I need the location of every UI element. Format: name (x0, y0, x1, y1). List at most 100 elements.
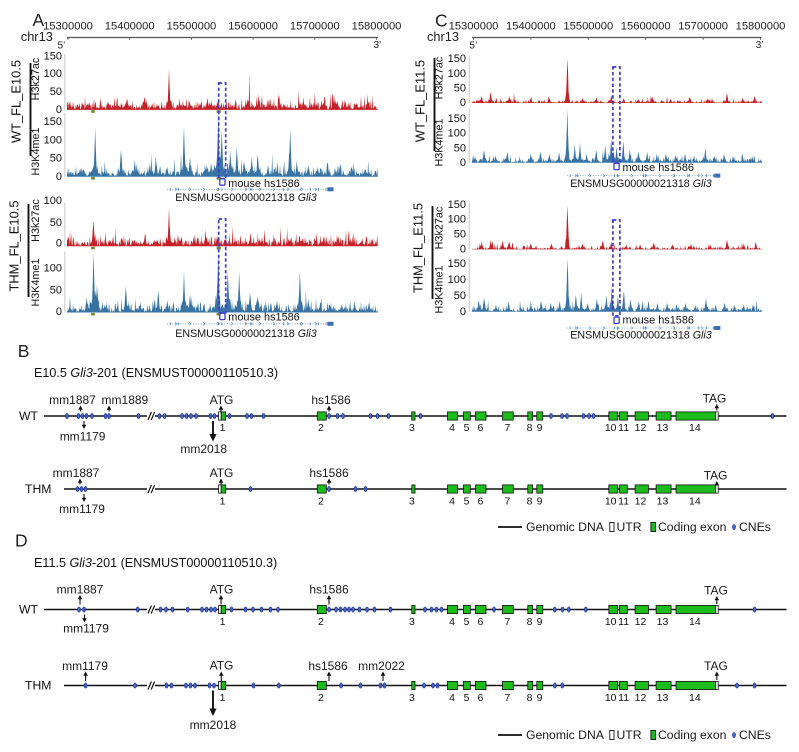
svg-text:150: 150 (44, 50, 62, 62)
svg-text:15300000: 15300000 (43, 21, 93, 33)
svg-text:8: 8 (527, 616, 533, 628)
svg-text:100: 100 (44, 195, 62, 207)
svg-text:3: 3 (409, 496, 415, 508)
svg-text:50: 50 (50, 153, 62, 165)
svg-text:ATG: ATG (210, 393, 234, 407)
svg-text:3: 3 (409, 616, 415, 628)
svg-text:H3K4me1: H3K4me1 (30, 258, 42, 306)
svg-text:14: 14 (689, 496, 701, 508)
svg-text:15800000: 15800000 (352, 21, 402, 33)
svg-text:WT: WT (19, 409, 39, 423)
svg-text:mouse hs1586: mouse hs1586 (623, 314, 694, 326)
svg-text:Coding exon: Coding exon (658, 728, 726, 742)
svg-text:mm1179: mm1179 (62, 659, 108, 673)
svg-text:150: 150 (448, 53, 466, 65)
svg-text:2: 2 (318, 692, 324, 704)
svg-text:15600000: 15600000 (228, 21, 278, 33)
svg-text:100: 100 (448, 274, 466, 286)
svg-text:7: 7 (504, 496, 510, 508)
svg-text:WT_FL_E10.5: WT_FL_E10.5 (9, 60, 24, 143)
svg-text:150: 150 (448, 199, 466, 211)
svg-text:8: 8 (527, 496, 533, 508)
svg-text:mm1887: mm1887 (49, 393, 96, 407)
svg-text:chr13: chr13 (427, 29, 459, 44)
svg-text:H3K4me1: H3K4me1 (30, 127, 42, 175)
svg-text:5: 5 (464, 496, 470, 508)
svg-text:ENSMUSG00000021318 Gli3: ENSMUSG00000021318 Gli3 (175, 328, 316, 340)
svg-text:H3K4me1: H3K4me1 (434, 265, 446, 313)
svg-text:0: 0 (460, 157, 466, 169)
svg-text:mm1179: mm1179 (59, 502, 105, 516)
svg-text:THM_FL_E11.5: THM_FL_E11.5 (411, 203, 426, 293)
svg-text:2: 2 (318, 616, 324, 628)
svg-text:hs1586: hs1586 (309, 583, 349, 597)
svg-text:100: 100 (448, 128, 466, 140)
svg-text:8: 8 (527, 422, 533, 434)
svg-text:ENSMUSG00000021318 Gli3: ENSMUSG00000021318 Gli3 (570, 329, 711, 341)
svg-text:E11.5 Gli3-201 (ENSMUST0000011: E11.5 Gli3-201 (ENSMUST00000110510.3) (34, 556, 277, 570)
svg-text:7: 7 (504, 616, 510, 628)
svg-text:13: 13 (657, 616, 669, 628)
svg-text:Genomic DNA: Genomic DNA (526, 520, 605, 534)
svg-text:100: 100 (44, 134, 62, 146)
svg-text:9: 9 (537, 422, 543, 434)
svg-text:9: 9 (537, 496, 543, 508)
svg-text:15300000: 15300000 (449, 21, 499, 33)
svg-text:Genomic DNA: Genomic DNA (526, 728, 605, 742)
svg-text:B: B (18, 341, 30, 361)
svg-text:5: 5 (464, 692, 470, 704)
svg-text:15700000: 15700000 (678, 21, 728, 33)
svg-text:12: 12 (635, 692, 647, 704)
svg-text:A: A (33, 10, 45, 30)
svg-text:4: 4 (449, 692, 455, 704)
svg-text:3: 3 (409, 422, 415, 434)
svg-text:2: 2 (318, 496, 324, 508)
svg-text:ATG: ATG (210, 466, 234, 480)
svg-text:14: 14 (689, 616, 701, 628)
svg-text:TAG: TAG (703, 392, 727, 406)
svg-text:D: D (15, 530, 28, 550)
svg-text:3’: 3’ (374, 40, 382, 51)
svg-text:0: 0 (460, 244, 466, 256)
svg-text:7: 7 (504, 422, 510, 434)
svg-text:1: 1 (220, 422, 226, 434)
svg-text:H3k27ac: H3k27ac (30, 57, 42, 100)
svg-text:50: 50 (50, 284, 62, 296)
svg-text:TAG: TAG (704, 469, 728, 483)
svg-text:1: 1 (220, 496, 226, 508)
svg-text:THM_FL_E10.5: THM_FL_E10.5 (7, 201, 22, 292)
svg-text:11: 11 (618, 616, 629, 628)
svg-text:10: 10 (605, 616, 617, 628)
svg-text:6: 6 (477, 422, 483, 434)
svg-text:3: 3 (409, 692, 415, 704)
svg-text:4: 4 (449, 496, 455, 508)
svg-text:50: 50 (454, 290, 466, 302)
svg-text:mouse hs1586: mouse hs1586 (228, 312, 299, 324)
svg-text:12: 12 (635, 616, 647, 628)
svg-text:50: 50 (50, 86, 62, 98)
svg-text:TAG: TAG (704, 584, 728, 598)
svg-text:15800000: 15800000 (736, 21, 786, 33)
svg-text:15400000: 15400000 (105, 21, 155, 33)
svg-text:ENSMUSG00000021318 Gli3: ENSMUSG00000021318 Gli3 (570, 178, 711, 190)
svg-text:6: 6 (477, 692, 483, 704)
svg-text:6: 6 (477, 496, 483, 508)
svg-text:8: 8 (527, 692, 533, 704)
svg-text:100: 100 (448, 68, 466, 80)
svg-text:10: 10 (605, 496, 617, 508)
svg-text:mm1887: mm1887 (57, 583, 104, 597)
svg-text:0: 0 (460, 97, 466, 109)
svg-text:150: 150 (448, 258, 466, 270)
svg-text:mm1887: mm1887 (53, 466, 100, 480)
svg-text:hs1586: hs1586 (309, 466, 349, 480)
svg-text:5’: 5’ (469, 41, 477, 52)
svg-text:E10.5 Gli3-201 (ENSMUST0000011: E10.5 Gli3-201 (ENSMUST00000110510.3) (34, 366, 278, 380)
svg-text:50: 50 (454, 83, 466, 95)
svg-text:13: 13 (657, 422, 669, 434)
svg-text:13: 13 (657, 496, 669, 508)
svg-text:TAG: TAG (704, 659, 728, 673)
svg-text:H3k27ac: H3k27ac (434, 56, 446, 99)
svg-text:1: 1 (220, 616, 226, 628)
svg-text:50: 50 (454, 229, 466, 241)
svg-text:100: 100 (448, 214, 466, 226)
